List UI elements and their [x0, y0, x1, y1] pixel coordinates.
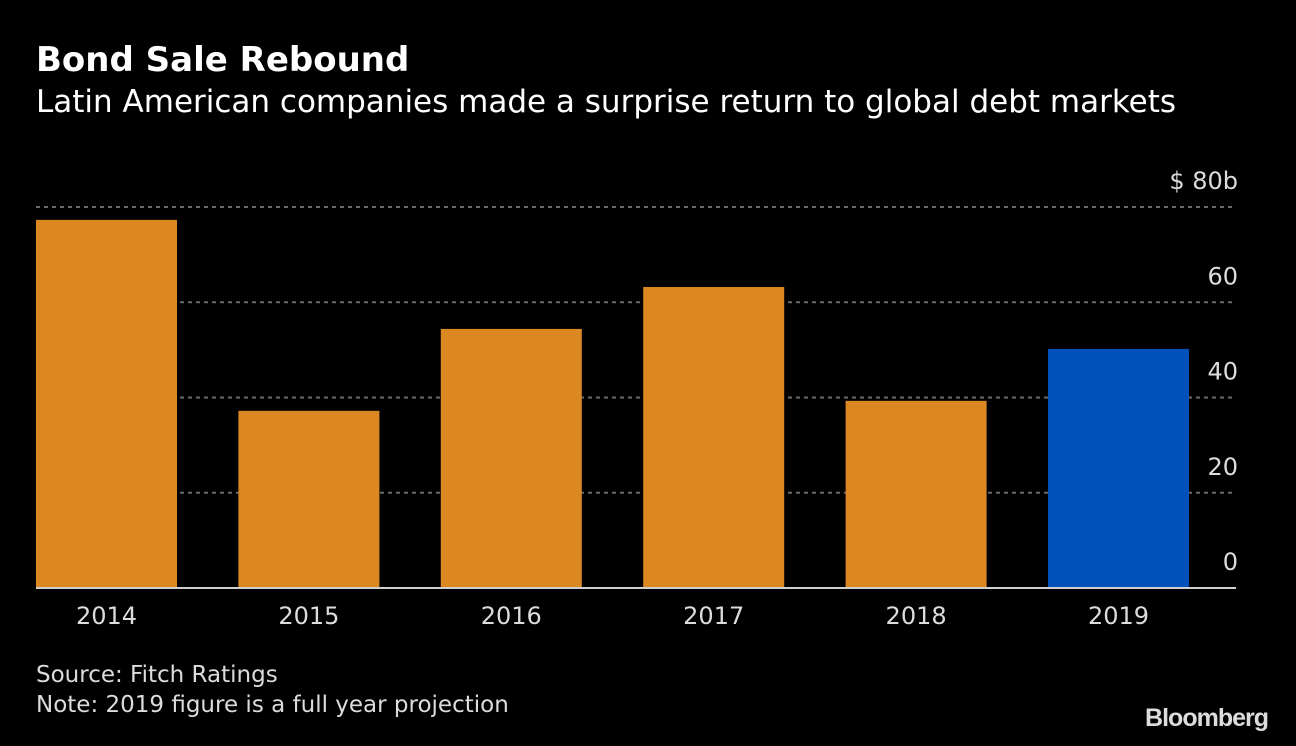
x-tick-label: 2017: [683, 602, 744, 630]
bar-2018: [845, 400, 987, 588]
x-tick-label: 2019: [1088, 602, 1149, 630]
chart-subtitle: Latin American companies made a surprise…: [36, 84, 1177, 120]
footnote: Note: 2019 figure is a full year project…: [36, 692, 509, 718]
x-tick-label: 2014: [76, 602, 137, 630]
bars: [36, 219, 1189, 588]
bar-2015: [238, 410, 380, 588]
bloomberg-logo: Bloomberg: [1145, 704, 1269, 732]
y-axis-ticks: 0 20 40 60 $ 80b: [1169, 167, 1238, 576]
source-note: Source: Fitch Ratings: [36, 662, 278, 688]
x-tick-label: 2016: [481, 602, 542, 630]
bar-2014: [36, 219, 177, 588]
y-tick-label: 0: [1223, 548, 1238, 576]
chart-title: Bond Sale Rebound: [36, 40, 410, 80]
bar-2016: [440, 328, 582, 588]
x-axis-ticks: 2014 2015 2016 2017 2018 2019: [76, 602, 1149, 630]
y-tick-label: $ 80b: [1169, 167, 1238, 195]
bar-2019: [1048, 348, 1189, 588]
bar-2017: [643, 287, 785, 588]
x-tick-label: 2018: [886, 602, 947, 630]
gridlines: [36, 206, 1236, 494]
y-tick-label: 60: [1207, 262, 1238, 290]
x-tick-label: 2015: [278, 602, 339, 630]
y-tick-label: 40: [1207, 358, 1238, 386]
y-tick-label: 20: [1207, 453, 1238, 481]
